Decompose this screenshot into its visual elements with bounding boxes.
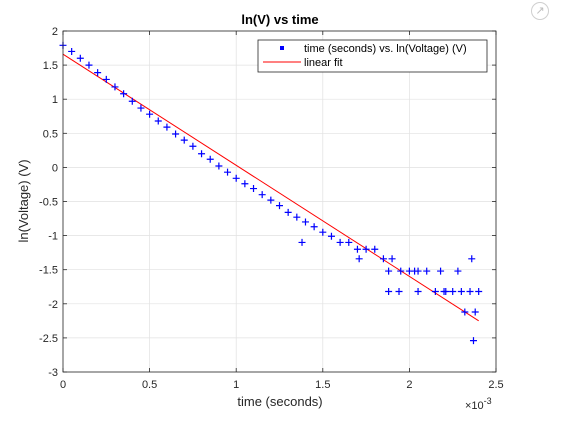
data-point (120, 90, 128, 98)
data-point (355, 255, 363, 263)
data-point (457, 288, 465, 296)
data-point (284, 208, 292, 216)
data-point (385, 267, 393, 275)
data-point (154, 117, 162, 125)
y-tick-label: 1.5 (43, 60, 58, 72)
data-point (431, 288, 439, 296)
data-point (379, 255, 387, 263)
data-point (137, 104, 145, 112)
data-point (76, 54, 84, 62)
data-point (94, 69, 102, 77)
y-tick-label: -1.5 (39, 265, 58, 277)
data-point (293, 213, 301, 221)
data-point (371, 245, 379, 253)
data-point (180, 136, 188, 144)
x-exponent-power: -3 (484, 396, 492, 406)
legend: time (seconds) vs. ln(Voltage) (V) linea… (257, 39, 488, 73)
data-point (267, 196, 275, 204)
data-point (224, 168, 232, 176)
export-arrow-icon[interactable]: ↗ (531, 2, 549, 20)
data-point (471, 308, 479, 316)
data-point (468, 255, 476, 263)
data-point (128, 97, 136, 105)
data-point (206, 155, 214, 163)
data-point (475, 288, 483, 296)
x-exponent-base: ×10 (465, 400, 484, 412)
y-tick-labels: -3 -2.5 -2 -1.5 -1 -0.5 0 0.5 1 1.5 2 (39, 26, 58, 379)
data-point (397, 267, 405, 275)
data-point (454, 267, 462, 275)
data-point (466, 288, 474, 296)
x-axis-label: time (seconds) (237, 394, 322, 409)
y-tick-label: -1 (48, 231, 58, 243)
x-exponent-multiplier: ×10-3 (465, 396, 492, 412)
data-point (215, 162, 223, 170)
data-point (250, 185, 258, 193)
y-tick-label: 1 (52, 94, 58, 106)
data-point (362, 245, 370, 253)
data-point (345, 238, 353, 246)
data-point (310, 223, 318, 231)
data-point (232, 174, 240, 182)
data-point (395, 288, 403, 296)
y-tick-label: -0.5 (39, 197, 58, 209)
data-point (172, 130, 180, 138)
data-point (461, 308, 469, 316)
data-point (319, 228, 327, 236)
data-point (442, 288, 450, 296)
y-tick-label: 0 (52, 162, 58, 174)
data-point (385, 288, 393, 296)
data-point (388, 255, 396, 263)
data-point (301, 218, 309, 226)
data-point (469, 337, 477, 345)
legend-marker-points (280, 46, 284, 50)
data-point (336, 238, 344, 246)
y-tick-label: 0.5 (43, 128, 58, 140)
x-tick-label: 2 (406, 379, 412, 391)
legend-label-fit: linear fit (304, 57, 343, 69)
data-point (411, 267, 419, 275)
data-point (276, 202, 283, 210)
data-point (68, 47, 76, 55)
y-tick-label: 2 (52, 26, 58, 38)
data-point (414, 288, 422, 296)
x-tick-labels: 0 0.5 1 1.5 2 2.5 (60, 379, 504, 391)
x-tick-label: 0 (60, 379, 66, 391)
data-point (241, 180, 249, 188)
data-point (298, 238, 306, 246)
data-point (189, 142, 197, 150)
data-point (437, 267, 445, 275)
data-point (327, 232, 335, 240)
data-point (449, 288, 457, 296)
data-point (423, 267, 431, 275)
y-tick-label: -2.5 (39, 333, 58, 345)
x-tick-label: 0.5 (142, 379, 157, 391)
x-tick-label: 2.5 (488, 379, 503, 391)
legend-label-points: time (seconds) vs. ln(Voltage) (V) (304, 43, 467, 55)
x-tick-label: 1.5 (315, 379, 330, 391)
data-point (353, 245, 361, 253)
x-tick-label: 1 (233, 379, 239, 391)
data-point (163, 123, 171, 131)
y-tick-label: -3 (48, 367, 58, 379)
data-point (102, 75, 110, 83)
grid-lines (62, 30, 497, 373)
legend-box (257, 39, 488, 73)
data-point (258, 191, 266, 199)
data-point (146, 110, 154, 118)
data-point (111, 83, 119, 91)
axis-ticks (62, 30, 497, 373)
data-point (85, 61, 93, 69)
chart-title: ln(V) vs time (241, 12, 318, 27)
y-tick-label: -2 (48, 299, 58, 311)
data-point (198, 150, 206, 158)
y-axis-label: ln(Voltage) (V) (16, 159, 31, 242)
